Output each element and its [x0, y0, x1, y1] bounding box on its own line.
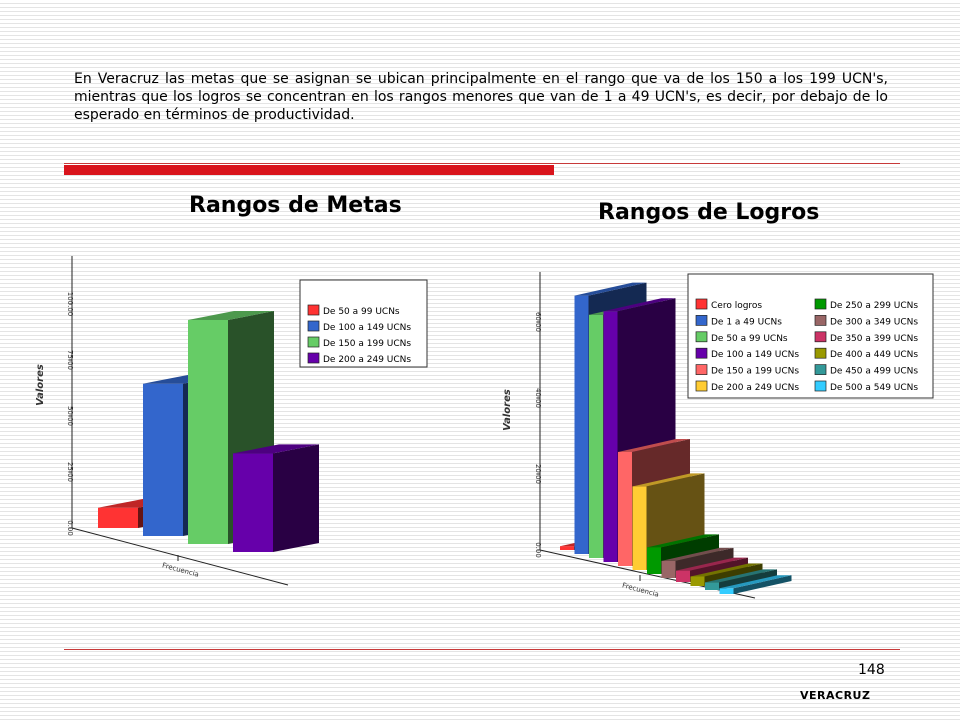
x-axis-line: [71, 527, 289, 586]
legend-label: De 150 a 199 UCNs: [711, 367, 799, 377]
legend-swatch: [695, 347, 708, 359]
legend-swatch: [814, 347, 827, 359]
bar-front: [618, 452, 632, 566]
legend-swatch: [814, 331, 827, 343]
legend-label: De 350 a 399 UCNs: [830, 334, 918, 344]
legend-label: De 100 a 149 UCNs: [711, 350, 799, 360]
bar-top: [632, 473, 705, 487]
bar-top: [603, 298, 676, 312]
bottom-thin-divider: [64, 649, 900, 650]
bar-front: [647, 547, 661, 574]
bar-top: [661, 547, 734, 561]
bar-top: [719, 575, 792, 589]
legend-label: De 200 a 249 UCNs: [711, 383, 799, 393]
legend-swatch: [814, 315, 827, 326]
legend-label: De 1 a 49 UCNs: [711, 317, 782, 327]
bar-front: [589, 314, 603, 558]
bar-front: [98, 507, 138, 528]
top-thin-divider: [64, 163, 900, 164]
bar-front: [676, 570, 690, 582]
footer-label: VERACRUZ: [800, 689, 871, 702]
legend-swatch: [307, 352, 320, 364]
y-tick-label: 75.00: [66, 350, 74, 370]
bar-top: [618, 439, 690, 452]
bar-top: [690, 563, 763, 577]
legend-swatch: [307, 304, 320, 316]
logros-chart-title: Rangos de Logros: [598, 200, 820, 225]
y-axis-title: Valores: [35, 364, 46, 406]
bar-12: [719, 575, 792, 594]
bar-top: [233, 444, 319, 454]
legend-label: De 150 a 199 UCNs: [323, 339, 411, 349]
bar-front: [705, 582, 719, 590]
y-tick-label: 100.00: [66, 292, 74, 317]
bar-top: [676, 557, 748, 571]
bar-front: [560, 546, 574, 550]
page-number: 148: [858, 662, 885, 678]
y-tick-label: 40.00: [534, 388, 542, 408]
bar-front: [632, 486, 647, 570]
bar-front: [661, 560, 676, 578]
intro-paragraph: En Veracruz las metas que se asignan se …: [74, 71, 888, 123]
legend-swatch: [695, 380, 708, 392]
bar-top: [647, 534, 719, 548]
red-accent-bar: [64, 165, 554, 175]
legend-swatch: [814, 364, 827, 375]
bar-11: [705, 569, 777, 590]
x-axis-title: Frecuencia: [621, 581, 659, 598]
legend-label: De 400 a 449 UCNs: [830, 350, 918, 360]
bar-side: [733, 575, 792, 594]
bar-front: [719, 588, 734, 594]
legend-swatch: [695, 364, 708, 375]
bar-top: [705, 569, 777, 583]
legend-swatch: [695, 298, 708, 310]
bar-top: [188, 311, 274, 320]
y-tick-label: 20.00: [534, 464, 542, 484]
legend-label: De 250 a 299 UCNs: [830, 301, 918, 311]
bar-4: [233, 444, 319, 552]
legend-label: Cero logros: [711, 301, 762, 311]
y-tick-label: 60.00: [534, 312, 542, 332]
y-tick-label: 25.00: [66, 462, 74, 482]
bar-front: [143, 383, 183, 536]
bar-top: [574, 282, 647, 296]
legend-box: [687, 273, 934, 399]
legend-label: De 100 a 149 UCNs: [323, 323, 411, 333]
legend-swatch: [695, 315, 708, 326]
legend-label: De 300 a 349 UCNs: [830, 317, 918, 327]
metas-chart-title: Rangos de Metas: [189, 193, 402, 218]
y-tick-label: 0.00: [66, 520, 74, 536]
legend-swatch: [814, 380, 827, 392]
legend-box: [299, 279, 428, 368]
legend-label: De 500 a 549 UCNs: [830, 383, 918, 393]
y-tick-label: 0.00: [534, 542, 542, 558]
legend-label: De 50 a 99 UCNs: [323, 307, 400, 317]
legend-swatch: [307, 336, 320, 348]
legend-label: De 450 a 499 UCNs: [830, 367, 918, 377]
bar-front: [603, 311, 618, 562]
legend-swatch: [814, 298, 827, 310]
y-axis-title: Valores: [502, 389, 513, 431]
bar-front: [233, 453, 273, 552]
bar-front: [574, 295, 589, 554]
legend-swatch: [695, 331, 708, 343]
bar-front: [188, 320, 228, 544]
legend-swatch: [307, 320, 320, 332]
bar-side: [273, 444, 319, 552]
bar-side: [719, 569, 777, 590]
legend-label: De 200 a 249 UCNs: [323, 355, 411, 365]
bar-front: [690, 576, 705, 586]
legend-label: De 50 a 99 UCNs: [711, 334, 788, 344]
y-tick-label: 50.00: [66, 406, 74, 426]
